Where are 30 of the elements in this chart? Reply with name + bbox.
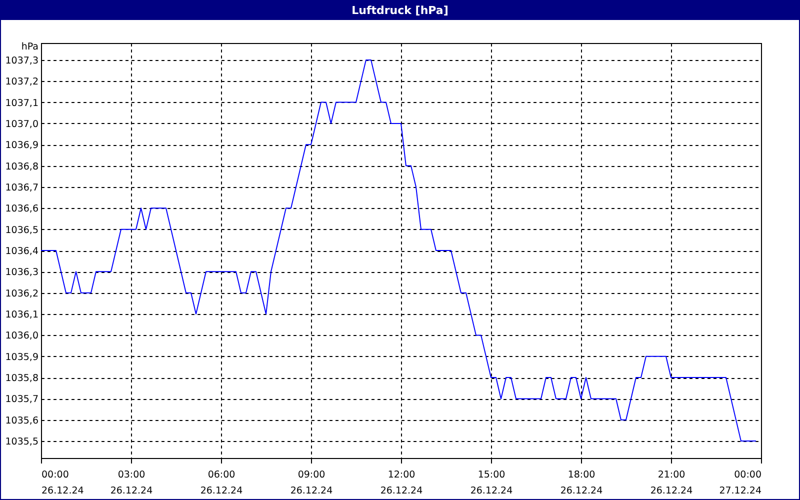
y-tick-label: 1036,7	[5, 182, 38, 194]
y-tick-label: 1037,0	[5, 118, 38, 130]
y-tick-label: 1036,0	[5, 330, 38, 342]
x-tick-label: 06:00 26.12.24	[200, 470, 243, 496]
y-tick-label: 1036,5	[5, 224, 38, 236]
x-tick-label: 03:00 26.12.24	[110, 470, 153, 496]
y-tick-label: 1037,3	[5, 55, 38, 66]
x-tick-label: 00:00 27.12.24	[719, 470, 762, 496]
y-tick-label: 1035,5	[5, 436, 38, 448]
y-tick-label: 1036,8	[5, 161, 38, 172]
x-tick-label: 00:00 26.12.24	[42, 470, 84, 496]
y-tick-label: 1036,6	[5, 204, 38, 215]
x-tick-label: 09:00 26.12.24	[290, 470, 333, 496]
y-tick-label: 1037,2	[5, 76, 38, 88]
y-tick-label: 1036,4	[5, 246, 38, 257]
y-tick-label: 1037,1	[5, 98, 38, 109]
y-tick-label: 1036,9	[5, 140, 38, 152]
y-axis-title: hPa	[21, 42, 38, 52]
y-tick-label: 1035,9	[5, 352, 38, 363]
x-tick-label: 21:00 26.12.24	[650, 470, 693, 496]
y-tick-label: 1036,2	[5, 288, 38, 300]
y-tick-label: 1035,8	[5, 373, 38, 384]
x-tick-label: 18:00 26.12.24	[560, 470, 603, 496]
y-tick-label: 1036,3	[5, 267, 38, 278]
y-tick-label: 1036,1	[5, 310, 38, 321]
chart-title: Luftdruck [hPa]	[1, 1, 799, 20]
y-tick-label: 1035,6	[5, 415, 38, 426]
x-tick-label: 12:00 26.12.24	[380, 470, 423, 496]
y-tick-label: 1035,7	[5, 394, 38, 406]
x-tick-label: 15:00 26.12.24	[470, 470, 513, 496]
